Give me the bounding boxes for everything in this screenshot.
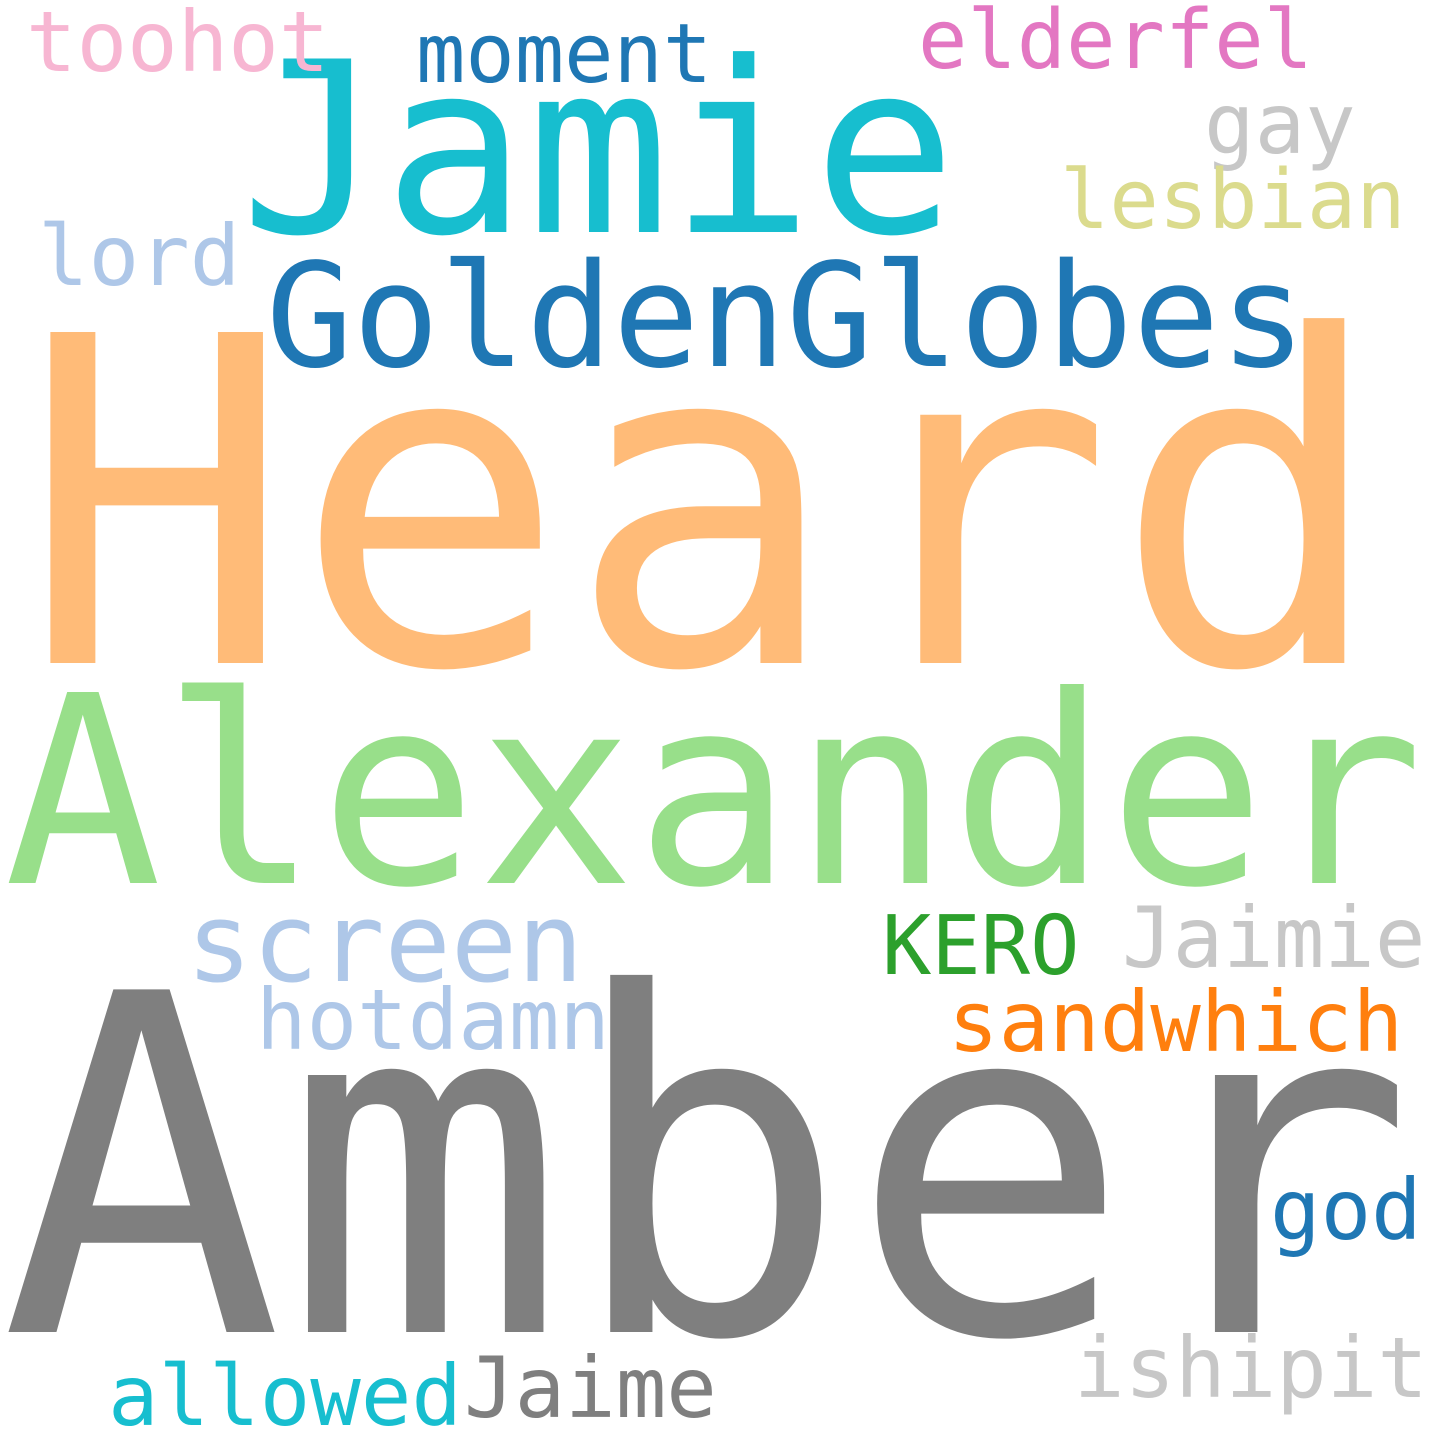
word-elderfel: elderfel (918, 0, 1313, 88)
word-amber: Amber (0, 896, 1415, 1443)
word-screen: screen (186, 879, 584, 1007)
word-hotdamn: hotdamn (256, 971, 611, 1069)
word-gay: gay (1204, 75, 1356, 173)
word-jaime: Jaime (464, 1339, 717, 1437)
word-kero: KERO (882, 899, 1080, 994)
word-moment: moment (416, 7, 713, 102)
word-ishipit: ishipit (1074, 1319, 1429, 1417)
word-goldenglobes: GoldenGlobes (266, 232, 1307, 400)
word-allowed: allowed (108, 1347, 463, 1445)
word-alexander: Alexander (4, 640, 1424, 945)
word-sandwhich: sandwhich (948, 973, 1404, 1071)
word-jamie: Jamie (240, 12, 957, 289)
word-jaimie: Jaimie (1122, 889, 1426, 987)
word-god: god (1270, 1161, 1422, 1259)
word-heard: Heard (20, 243, 1387, 771)
word-lord: lord (38, 207, 241, 305)
word-toohot: toohot (26, 0, 330, 91)
word-lesbian: lesbian (1060, 153, 1406, 248)
